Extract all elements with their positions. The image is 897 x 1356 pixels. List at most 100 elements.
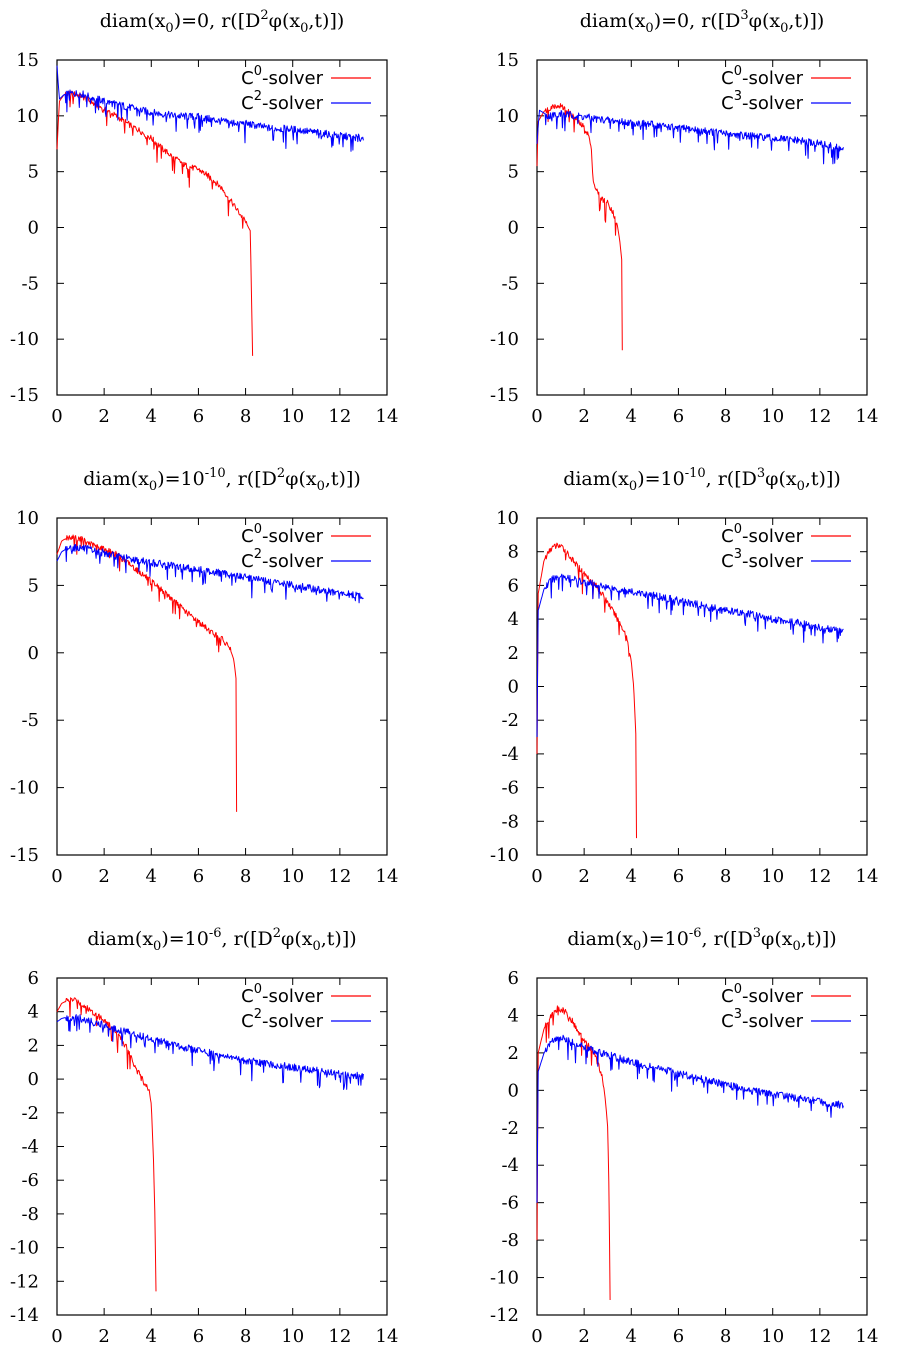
y-tick-label: 5: [28, 575, 39, 596]
title-part: 0: [645, 21, 653, 36]
y-tick-label: -2: [501, 710, 519, 731]
legend-text: -solver: [742, 93, 804, 114]
legend-label: C2-solver: [241, 1007, 323, 1032]
y-tick-label: -12: [10, 1271, 39, 1292]
y-tick-label: 0: [508, 1080, 519, 1101]
legend-label: C0-solver: [241, 522, 323, 547]
x-tick-label: 8: [240, 1326, 251, 1347]
y-tick-label: 4: [508, 1005, 519, 1026]
y-tick-label: -8: [501, 811, 519, 832]
legend-text: 3: [734, 1007, 742, 1022]
y-tick-label: 2: [508, 643, 519, 664]
title-part: φ(x: [269, 10, 301, 32]
series-line-1: [56, 534, 238, 812]
y-tick-label: 2: [508, 1043, 519, 1064]
x-tick-label: 6: [193, 406, 204, 427]
y-tick-label: -4: [21, 1137, 39, 1158]
x-tick-label: 4: [146, 406, 157, 427]
series-line-2: [56, 65, 364, 152]
legend-text: 2: [254, 1007, 262, 1022]
y-tick-label: -4: [501, 1155, 519, 1176]
chart-title: diam(x0)=10-6, r([D3φ(x0,t)]): [567, 926, 836, 954]
title-part: ,t)]): [788, 10, 824, 32]
y-tick-label: -4: [501, 744, 519, 765]
title-part: φ(x: [749, 10, 781, 32]
title-part: diam(x: [87, 928, 153, 950]
x-tick-label: 4: [146, 866, 157, 887]
title-part: φ(x: [281, 928, 313, 950]
chart-panel-2: diam(x0)=0, r([D3φ(x0,t)])0 2 4 6 8 10 12 14-15…: [490, 8, 878, 427]
chart-panel-4: diam(x0)=10-10, r([D3φ(x0,t)])0 2 4 6 8 10 12 1…: [490, 466, 878, 887]
x-tick-label: 0: [531, 1326, 542, 1347]
series-line-2: [56, 543, 364, 604]
legend-text: C: [721, 526, 734, 547]
chart-panel-1: diam(x0)=0, r([D2φ(x0,t)])0 2 4 6 8 10 12 14-15…: [10, 8, 398, 427]
title-part: , r([D: [702, 928, 753, 950]
x-tick-label: 10: [281, 406, 304, 427]
legend-text: 0: [734, 982, 742, 997]
x-tick-label: 8: [720, 1326, 731, 1347]
legend-text: -solver: [742, 986, 804, 1007]
y-tick-label: -15: [10, 385, 39, 406]
chart-title: diam(x0)=10-6, r([D2φ(x0,t)]): [87, 926, 356, 954]
legend-text: 0: [254, 982, 262, 997]
legend-text: C: [721, 551, 734, 572]
legend-label: C0-solver: [241, 982, 323, 1007]
legend-text: 0: [254, 64, 262, 79]
legend-text: -solver: [742, 526, 804, 547]
series-line-1: [536, 103, 623, 351]
y-tick-label: 8: [508, 542, 519, 563]
y-tick-label: -10: [490, 329, 519, 350]
legend-text: 0: [734, 522, 742, 537]
title-part: )=0, r([D: [174, 10, 261, 32]
legend-text: 0: [734, 64, 742, 79]
x-tick-label: 0: [531, 866, 542, 887]
y-tick-label: 10: [16, 106, 39, 127]
legend-label: C0-solver: [721, 64, 803, 89]
legend-text: -solver: [262, 551, 324, 572]
title-part: 0: [317, 479, 325, 494]
x-tick-label: 4: [146, 1326, 157, 1347]
chart-panel-5: diam(x0)=10-6, r([D2φ(x0,t)])0 2 4 6 8 10 12 14…: [10, 926, 398, 1347]
legend-text: 0: [254, 522, 262, 537]
legend-text: -solver: [262, 986, 324, 1007]
title-part: φ(x: [765, 468, 797, 490]
title-part: 0: [792, 939, 800, 954]
y-tick-label: -5: [21, 273, 39, 294]
plot-frame: [56, 517, 388, 856]
title-part: 2: [277, 466, 285, 481]
x-tick-label: 8: [240, 406, 251, 427]
title-part: diam(x: [567, 928, 633, 950]
series-line-2: [536, 1034, 844, 1203]
x-tick-label: 14: [376, 406, 399, 427]
plot-frame: [536, 517, 868, 856]
x-tick-label: 14: [856, 866, 879, 887]
y-tick-label: -2: [501, 1118, 519, 1139]
legend-label: C2-solver: [241, 89, 323, 114]
x-tick-label: 4: [626, 1326, 637, 1347]
legend-label: C3-solver: [721, 1007, 803, 1032]
title-part: ,t)]): [325, 468, 361, 490]
legend-text: 2: [254, 547, 262, 562]
x-tick-label: 2: [98, 866, 109, 887]
title-part: -6: [209, 926, 222, 941]
title-part: 0: [149, 479, 157, 494]
x-tick-label: 4: [626, 406, 637, 427]
title-part: 3: [757, 466, 765, 481]
y-tick-label: 0: [508, 218, 519, 239]
x-tick-label: 4: [626, 866, 637, 887]
chart-title: diam(x0)=0, r([D2φ(x0,t)]): [100, 8, 345, 36]
title-part: 0: [633, 939, 641, 954]
legend-text: C: [241, 93, 254, 114]
legend-text: C: [721, 68, 734, 89]
title-part: ,t)]): [801, 928, 837, 950]
legend-text: C: [241, 526, 254, 547]
title-part: diam(x: [83, 468, 149, 490]
title-part: , r([D: [226, 468, 277, 490]
x-tick-label: 0: [51, 1326, 62, 1347]
x-tick-label: 0: [51, 406, 62, 427]
plot-frame: [536, 59, 868, 396]
legend-text: 3: [734, 89, 742, 104]
series-line-1: [536, 542, 637, 839]
y-tick-label: -6: [501, 1193, 519, 1214]
